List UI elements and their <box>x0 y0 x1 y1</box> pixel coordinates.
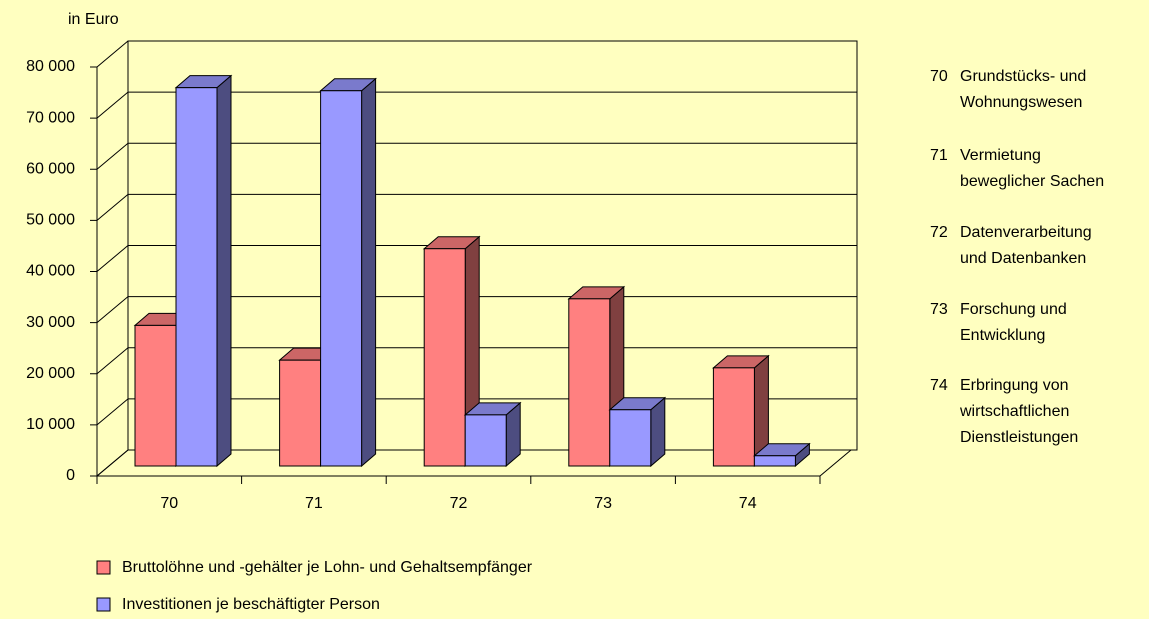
note-text: Erbringung von <box>960 377 1069 394</box>
y-tick-label: 60 000 <box>26 160 75 177</box>
x-tick-label: 74 <box>739 495 757 512</box>
bar <box>712 354 770 468</box>
legend-swatch <box>96 560 111 575</box>
y-axis-label: in Euro <box>68 11 119 28</box>
note-code: 73 <box>930 301 948 318</box>
y-tick-label: 40 000 <box>26 263 75 280</box>
x-tick-label: 71 <box>305 495 323 512</box>
grid-line <box>96 347 129 375</box>
note-text: Forschung und <box>960 301 1067 318</box>
y-tick-label: 70 000 <box>26 109 75 126</box>
bar-front <box>279 359 322 467</box>
grid-line <box>96 449 129 477</box>
bar-front <box>609 409 652 467</box>
grid-line <box>96 193 129 221</box>
bar <box>319 77 377 468</box>
y-tick-label: 50 000 <box>26 212 75 229</box>
bar-front <box>320 90 363 467</box>
bar-front <box>753 455 796 467</box>
note-text: Datenverarbeitung <box>960 224 1092 241</box>
note-code: 71 <box>930 147 948 164</box>
bar-front <box>423 248 466 467</box>
note-text: beweglicher Sachen <box>960 173 1104 190</box>
note-text: Vermietung <box>960 147 1041 164</box>
note-code: 70 <box>930 68 948 85</box>
y-tick-label: 0 <box>66 467 75 484</box>
x-tick-label: 70 <box>160 495 178 512</box>
bar <box>608 396 667 468</box>
note-code: 72 <box>930 224 948 241</box>
note-code: 74 <box>930 377 948 394</box>
grid-line <box>96 296 129 324</box>
note-text: Entwicklung <box>960 327 1045 344</box>
grid-line <box>96 91 129 119</box>
grid-line <box>96 245 129 272</box>
bar-front <box>464 414 507 467</box>
legend-label: Bruttolöhne und -gehälter je Lohn- und G… <box>122 559 533 576</box>
y-tick-label: 10 000 <box>26 416 75 433</box>
legend-swatch <box>96 597 111 612</box>
note-text: und Datenbanken <box>960 250 1086 267</box>
bar <box>174 74 233 468</box>
y-tick-label: 20 000 <box>26 365 75 382</box>
grid-line <box>96 142 129 170</box>
bar-side <box>361 77 377 468</box>
bar-front <box>568 298 611 467</box>
legend-label: Investitionen je beschäftigter Person <box>122 596 380 613</box>
note-text: Dienstleistungen <box>960 429 1078 446</box>
bar <box>463 401 522 468</box>
bar-side <box>216 74 232 468</box>
y-tick-label: 30 000 <box>26 314 75 331</box>
note-text: wirtschaftlichen <box>959 403 1069 420</box>
bar <box>753 442 811 468</box>
grid-line <box>96 398 129 426</box>
bar <box>422 235 481 468</box>
bar-front <box>175 87 218 467</box>
note-text: Wohnungswesen <box>960 94 1082 111</box>
note-text: Grundstücks- und <box>960 68 1086 85</box>
bar-front <box>134 324 177 467</box>
x-tick-label: 72 <box>450 495 468 512</box>
grid-line <box>96 40 129 68</box>
x-tick-label: 73 <box>594 495 612 512</box>
bar-front <box>712 367 755 467</box>
y-tick-label: 80 000 <box>26 58 75 75</box>
